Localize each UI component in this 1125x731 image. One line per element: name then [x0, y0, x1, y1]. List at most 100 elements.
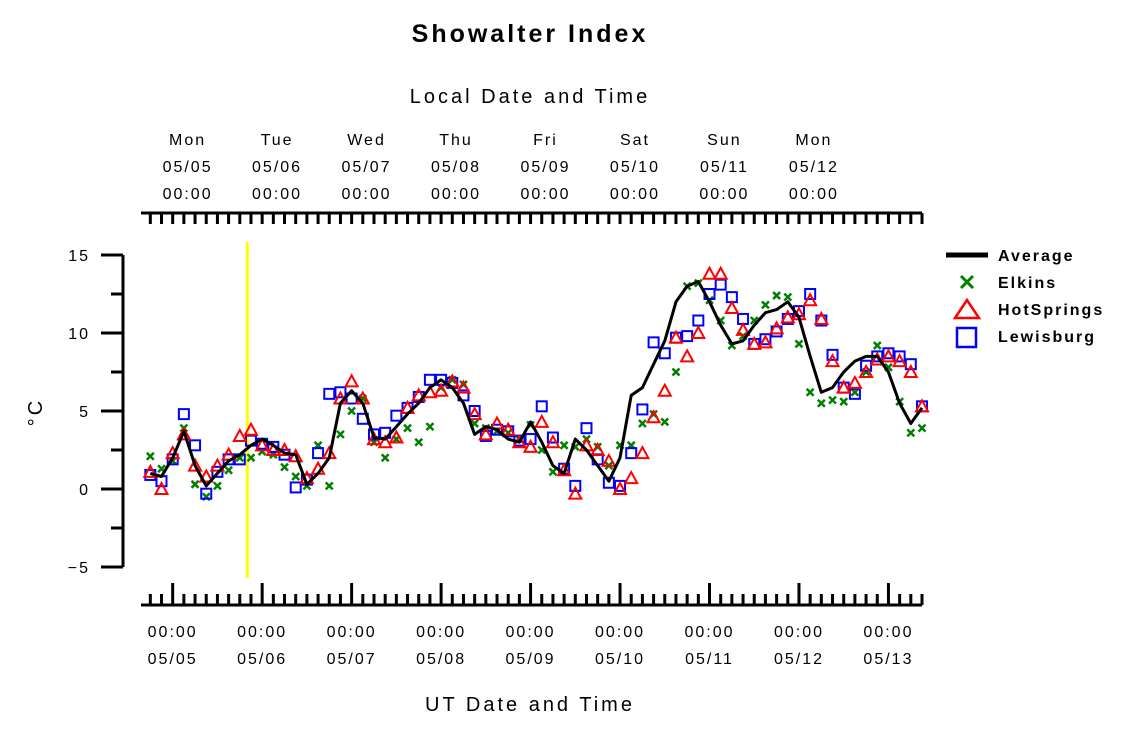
elkins-point [380, 453, 390, 463]
elkins-point [324, 481, 334, 491]
x-stroke [224, 465, 233, 475]
bottom-tick-date-label: 05/07 [327, 651, 377, 668]
chart-title: Showalter Index [412, 20, 649, 48]
lewisburg-point [759, 333, 772, 346]
lewisburg-point [860, 359, 873, 372]
lewisburg-point [289, 481, 302, 494]
hotsprings-point [623, 469, 639, 485]
x-stroke [772, 291, 781, 300]
elkins-point [761, 300, 770, 310]
lewisburg-point [334, 386, 347, 399]
hotsprings-point [880, 348, 897, 363]
hotsprings-point [466, 406, 483, 421]
top-tick-time-label: 00:00 [252, 186, 302, 203]
lewisburg-point [882, 347, 895, 360]
elkins-point [190, 479, 200, 489]
x-stroke [850, 387, 860, 397]
hotsprings-point [891, 352, 908, 368]
x-stroke [917, 423, 927, 433]
lewisburg-point [423, 373, 436, 386]
x-stroke [380, 453, 390, 463]
top-tick-time-label: 00:00 [789, 186, 839, 203]
plot-area [142, 265, 930, 502]
lewisburg-point [323, 387, 336, 400]
lewisburg-point [546, 431, 559, 444]
hotsprings-point [176, 426, 192, 441]
lewisburg-point [647, 336, 660, 349]
elkins-point [403, 423, 412, 433]
lewisburg-point [367, 428, 380, 441]
top-tick-time-label: 00:00 [163, 186, 213, 203]
lewisburg-point [312, 447, 325, 460]
hotsprings-point [478, 426, 494, 441]
bottom-tick-date-label: 05/05 [148, 651, 198, 668]
top-tick-day-label: Mon [169, 132, 206, 149]
lewisburg-point [804, 288, 817, 300]
hotsprings-series [142, 265, 930, 500]
x-stroke [738, 331, 748, 341]
top-tick-date-label: 05/11 [700, 159, 749, 176]
x-stroke [660, 417, 670, 427]
lewisburg-point [692, 314, 705, 327]
x-stroke [548, 467, 558, 477]
elkins-point [839, 397, 849, 407]
hotsprings-point [735, 321, 751, 336]
top-tick-time-label: 00:00 [431, 186, 481, 203]
elkins-point [917, 423, 927, 433]
bottom-tick-time-label: 00:00 [327, 624, 377, 641]
hotsprings-point [142, 463, 159, 478]
lewisburg-point [614, 479, 627, 492]
hotsprings-point [489, 415, 505, 430]
hotsprings-point [746, 335, 762, 350]
lewisburg-point [468, 405, 481, 417]
hotsprings-point [701, 265, 718, 280]
elkins-series [145, 278, 927, 502]
bottom-tick-date-label: 05/11 [685, 651, 734, 668]
lewisburg-point [189, 439, 202, 452]
legend-label-lewisburg: Lewisburg [998, 329, 1096, 346]
x-stroke [906, 428, 916, 438]
elkins-point [291, 472, 301, 481]
x-stroke [559, 440, 569, 450]
elkins-point [783, 292, 793, 302]
hotsprings-point [645, 409, 662, 424]
hotsprings-point [377, 434, 393, 449]
bottom-tick-date-label: 05/09 [506, 651, 556, 668]
x-stroke [291, 472, 301, 481]
top-tick-date-label: 05/08 [431, 159, 481, 176]
top-tick-day-label: Sat [620, 132, 650, 149]
bottom-tick-time-label: 00:00 [148, 624, 198, 641]
x-stroke [783, 292, 793, 302]
y-tick-label: −5 [68, 560, 90, 577]
lewisburg-point [625, 447, 638, 460]
bottom-tick-date-label: 05/13 [863, 651, 913, 668]
hotsprings-point [388, 429, 405, 444]
lewisburg-point [390, 409, 403, 422]
legend-triangle-swatch [952, 297, 982, 320]
hotsprings-point [780, 309, 796, 324]
x-stroke [749, 316, 759, 325]
bottom-axis: 00:00 05/05 00:00 05/06 00:00 05/07 00:00 05/08… [141, 583, 924, 668]
elkins-point [850, 387, 860, 397]
x-stroke [213, 481, 222, 491]
lewisburg-point [904, 358, 917, 371]
average-series-line [149, 280, 924, 488]
elkins-point [347, 406, 357, 416]
elkins-point [671, 367, 681, 377]
hotsprings-point [265, 441, 282, 456]
bottom-tick-time-label: 00:00 [774, 624, 824, 641]
y-tick-label: 5 [79, 404, 90, 421]
elkins-point [213, 481, 222, 491]
hotsprings-point [757, 334, 774, 349]
top-tick-date-label: 05/10 [610, 159, 660, 176]
top-tick-time-label: 00:00 [342, 186, 392, 203]
elkins-point [906, 428, 916, 438]
lewisburg-point [602, 476, 615, 489]
hotsprings-point [187, 457, 203, 472]
top-tick-day-label: Fri [533, 132, 558, 149]
hotsprings-point [433, 382, 449, 397]
hotsprings-point [209, 457, 226, 472]
top-tick-date-label: 05/09 [520, 159, 570, 176]
x-stroke [805, 387, 815, 397]
